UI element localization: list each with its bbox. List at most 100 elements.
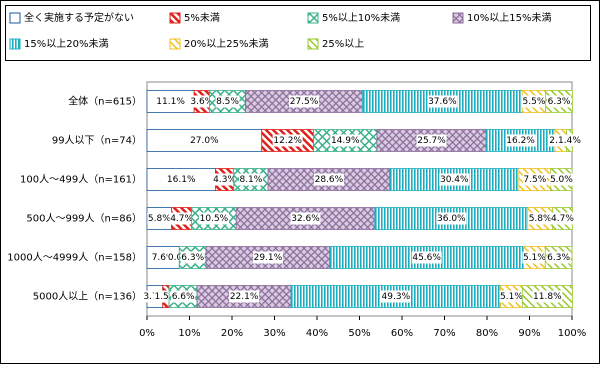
value-label: 29.1% [254, 253, 283, 263]
label-bg [436, 212, 467, 225]
y-tick-label: 全体（n=615） [68, 95, 142, 108]
legend-swatch [452, 12, 464, 24]
y-tick-label: 100人～499人（n=161） [20, 174, 142, 186]
value-label: 12.2% [273, 136, 302, 146]
legend-label: 全く実施する予定がない [24, 11, 134, 24]
label-bg [522, 173, 547, 186]
value-label: 7.6% [152, 253, 175, 263]
value-label: 45.6% [412, 253, 441, 263]
legend-label: 15%以上20%未満 [24, 38, 108, 50]
label-bg [330, 134, 361, 147]
label-bg [557, 134, 582, 147]
label-bg [155, 95, 186, 108]
value-label: 1.4% [558, 136, 581, 146]
value-label: 5.8% [148, 214, 171, 224]
value-label: 27.5% [290, 97, 319, 107]
value-label: 4.3% [213, 175, 236, 185]
label-bg [169, 212, 194, 225]
label-bg [313, 173, 344, 186]
y-tick-label: 99人以下（n=74） [52, 135, 142, 147]
label-bg [546, 251, 571, 264]
value-label: 5.1% [523, 253, 546, 263]
value-label: 1.5% [154, 292, 177, 302]
value-label: 14.9% [331, 136, 360, 146]
label-bg [547, 95, 572, 108]
value-label: 7.5% [523, 175, 546, 185]
value-label: 37.6% [428, 97, 457, 107]
x-tick-label: 40% [306, 328, 328, 339]
label-bg [189, 134, 220, 147]
label-bg [238, 173, 263, 186]
legend-label: 5%以上10%未満 [322, 12, 400, 24]
value-label: 6.6% [172, 292, 195, 302]
label-bg [439, 173, 470, 186]
value-label: 27.0% [190, 136, 219, 146]
value-label: 5.5% [523, 97, 546, 107]
label-bg [198, 212, 229, 225]
label-bg [229, 290, 260, 303]
value-label: 6.3% [548, 97, 571, 107]
value-label: 22.1% [230, 292, 259, 302]
value-label: 4.7% [551, 214, 574, 224]
label-bg [411, 251, 442, 264]
label-bg [166, 173, 197, 186]
x-tick-label: 10% [178, 328, 200, 339]
label-bg [215, 95, 240, 108]
label-bg [549, 173, 574, 186]
legend-label: 5%未満 [184, 12, 220, 24]
label-bg [427, 95, 458, 108]
label-bg [505, 134, 536, 147]
value-label: 10.5% [200, 214, 229, 224]
legend-swatch [9, 38, 21, 50]
x-tick-label: 90% [518, 328, 540, 339]
x-tick-label: 80% [476, 328, 498, 339]
label-bg [521, 95, 546, 108]
value-label: 8.1% [239, 175, 262, 185]
label-bg [550, 212, 575, 225]
x-tick-label: 0% [139, 328, 155, 339]
label-bg [380, 290, 411, 303]
legend-swatch [9, 12, 21, 24]
x-tick-label: 20% [221, 328, 243, 339]
label-bg [528, 212, 553, 225]
legend-label: 25%以上 [322, 38, 364, 50]
value-label: 11.8% [533, 292, 562, 302]
label-bg [180, 251, 205, 264]
legend-label: 10%以上15%未満 [467, 12, 551, 24]
label-bg [416, 134, 447, 147]
value-label: 16.1% [167, 175, 196, 185]
label-bg [289, 95, 320, 108]
x-tick-label: 100% [558, 328, 587, 339]
label-bg [189, 95, 214, 108]
value-label: 4.7% [170, 214, 193, 224]
value-label: 6.3% [181, 253, 204, 263]
value-label: 3.6% [190, 97, 213, 107]
label-bg [522, 251, 547, 264]
value-label: 16.2% [506, 136, 535, 146]
x-tick-label: 30% [263, 328, 285, 339]
label-bg [212, 173, 237, 186]
x-tick-label: 60% [391, 328, 413, 339]
x-tick-label: 70% [433, 328, 455, 339]
value-label: 36.0% [437, 214, 466, 224]
legend-swatch [169, 12, 181, 24]
value-label: 30.4% [440, 175, 469, 185]
value-label: 5.8% [529, 214, 552, 224]
legend-swatch [307, 12, 319, 24]
value-label: 5.0% [550, 175, 573, 185]
x-tick-label: 50% [348, 328, 370, 339]
y-tick-label: 1000人～4999人（n=158） [7, 252, 142, 264]
label-bg [532, 290, 563, 303]
value-label: 32.6% [291, 214, 320, 224]
value-label: 11.1% [156, 97, 185, 107]
label-bg [147, 212, 172, 225]
label-bg [290, 212, 321, 225]
label-bg [272, 134, 303, 147]
value-label: 8.5% [216, 97, 239, 107]
value-label: 28.6% [315, 175, 344, 185]
value-label: 6.3% [547, 253, 570, 263]
label-bg [499, 290, 524, 303]
value-label: 5.1% [500, 292, 523, 302]
label-bg [171, 290, 196, 303]
